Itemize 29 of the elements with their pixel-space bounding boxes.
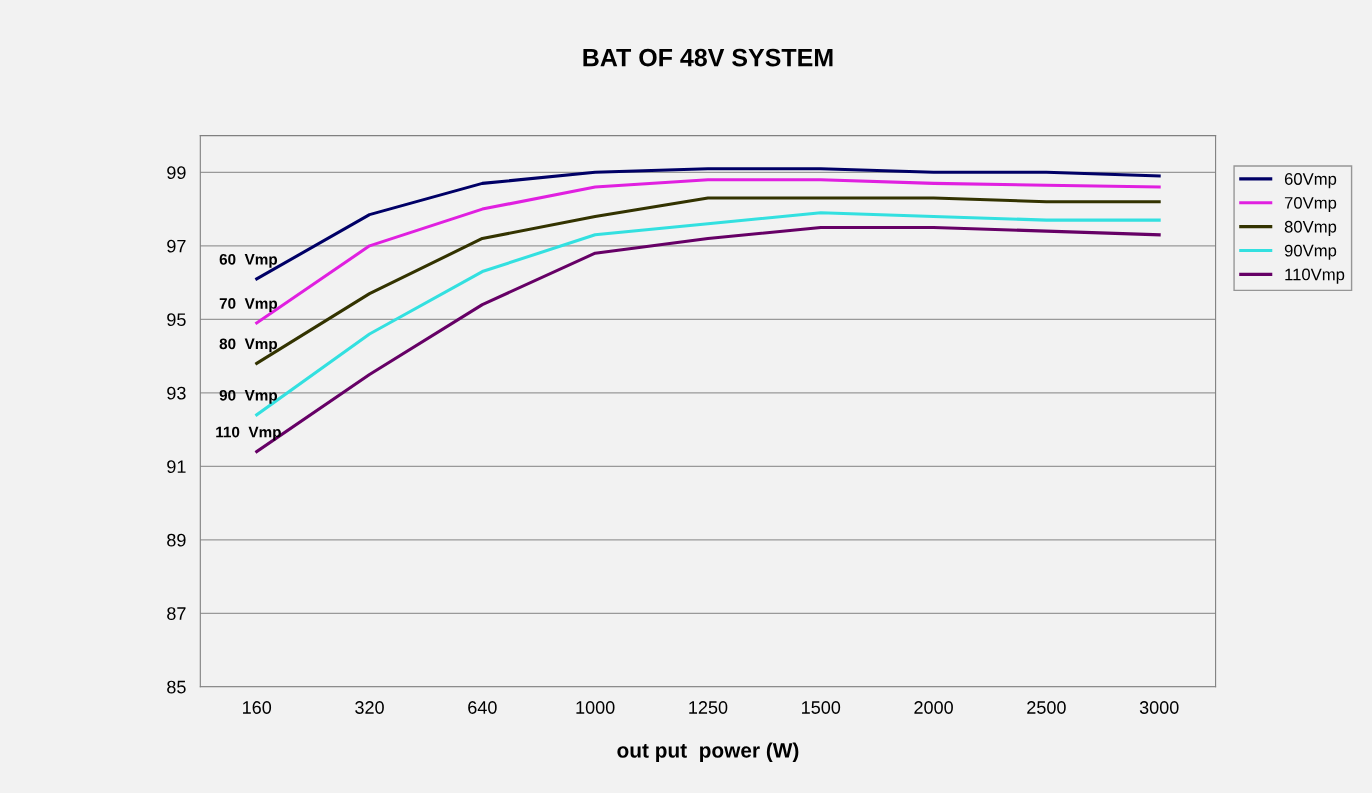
y-tick-label: 95: [167, 313, 186, 327]
legend-label: 70Vmp: [1284, 196, 1337, 213]
x-tick-label: 640: [468, 701, 497, 714]
chart-title: BAT OF 48V SYSTEM: [583, 48, 833, 67]
annotation: 60 Vmp: [219, 253, 278, 268]
legend-label: 80Vmp: [1284, 220, 1337, 236]
y-tick-label: 91: [167, 460, 186, 473]
legend-label: 110Vmp: [1285, 268, 1345, 284]
y-tick-label: 99: [167, 166, 186, 180]
y-tick-label: 89: [167, 533, 186, 547]
legend-label: 90Vmp: [1284, 244, 1337, 260]
annotation: 80 Vmp: [219, 338, 278, 353]
y-tick-label: 85: [167, 680, 186, 694]
x-axis-title: out put power (W): [617, 742, 799, 762]
x-tick-label: 320: [355, 701, 384, 714]
x-tick-label: 1250: [689, 701, 728, 714]
legend-label: 60Vmp: [1284, 173, 1337, 189]
y-tick-label: 97: [167, 239, 186, 253]
annotation: 90 Vmp: [219, 389, 278, 404]
x-tick-label: 160: [243, 701, 272, 714]
annotation: 110 Vmp: [216, 426, 281, 441]
y-tick-label: 87: [167, 607, 186, 620]
x-tick-label: 3000: [1139, 701, 1179, 714]
y-tick-label: 93: [167, 386, 186, 400]
x-tick-label: 1000: [576, 701, 615, 714]
annotation: 70 Vmp: [219, 298, 278, 312]
x-tick-label: 1500: [802, 701, 841, 714]
x-tick-label: 2500: [1027, 701, 1066, 714]
x-tick-label: 2000: [914, 701, 953, 714]
